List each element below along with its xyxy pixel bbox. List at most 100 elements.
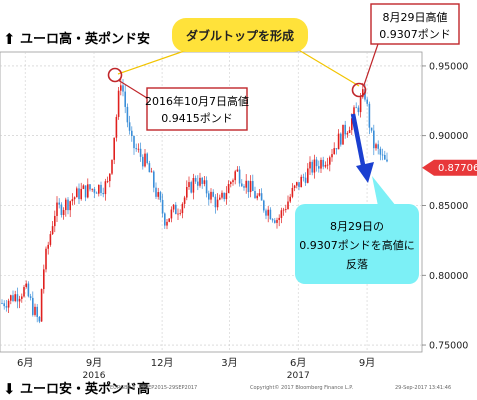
- candle-body: [177, 213, 179, 215]
- x-tick-label: 9月: [359, 357, 375, 369]
- candle-body: [84, 185, 87, 198]
- candle-body: [135, 148, 137, 150]
- candle-body: [38, 316, 41, 322]
- peak-aug-leader: [363, 43, 379, 86]
- peak-oct-leader: [117, 79, 148, 99]
- candle-body: [342, 124, 344, 145]
- candle-body: [51, 226, 54, 235]
- peak-oct-line1: 2016年10月7日高値: [145, 94, 249, 108]
- candle-body: [238, 169, 241, 184]
- candle-body: [124, 91, 126, 107]
- candle-body: [384, 154, 386, 160]
- last-price-tag: 0.87706: [422, 159, 477, 176]
- peak-oct-marker: [107, 67, 123, 83]
- candle-body: [117, 90, 120, 117]
- x-year-label: 2016: [83, 371, 106, 381]
- candle-body: [304, 177, 307, 183]
- y-axis: 0.95000 0.90000 0.85000 0.80000 0.75000: [422, 61, 468, 352]
- candle-body: [73, 197, 76, 200]
- candle-body: [326, 164, 329, 166]
- candle-body: [232, 180, 234, 183]
- candle-body: [113, 137, 115, 160]
- candle-body: [223, 192, 225, 200]
- candle-body: [159, 192, 162, 200]
- candle-body: [210, 191, 212, 200]
- candlestick-series: [1, 79, 388, 324]
- candle-body: [225, 192, 228, 200]
- candle-body: [62, 210, 65, 215]
- peak-aug-line2: 0.9307ポンド: [379, 28, 451, 41]
- candle-body: [23, 287, 25, 297]
- candle-body: [289, 196, 291, 202]
- candle-body: [164, 213, 166, 226]
- x-tick-label: 3月: [221, 357, 237, 369]
- y-tick-label: 0.75000: [429, 341, 468, 352]
- candle-body: [199, 177, 201, 186]
- last-price-value: 0.87706: [438, 163, 477, 174]
- candle-body: [373, 130, 375, 149]
- candle-body: [302, 176, 305, 178]
- candle-body: [87, 184, 89, 198]
- candle-body: [236, 169, 239, 172]
- candle-body: [318, 166, 320, 169]
- candle-body: [227, 183, 230, 193]
- candle-body: [313, 159, 316, 173]
- candle-body: [243, 186, 245, 188]
- candle-body: [296, 182, 298, 186]
- candle-body: [368, 103, 371, 128]
- y-tick-label: 0.90000: [429, 131, 468, 142]
- candle-body: [258, 193, 261, 196]
- candle-body: [21, 296, 23, 299]
- candle-body: [18, 298, 21, 302]
- candle-body: [10, 295, 12, 301]
- candle-body: [315, 159, 318, 167]
- candle-body: [58, 202, 60, 205]
- candle-body: [212, 191, 214, 197]
- x-tick-label: 6月: [17, 357, 33, 369]
- candle-body: [381, 154, 384, 156]
- candle-body: [166, 221, 168, 226]
- candle-body: [106, 181, 109, 182]
- candle-body: [168, 218, 170, 222]
- candle-body: [102, 192, 104, 195]
- y-tick-label: 0.95000: [429, 61, 468, 72]
- candle-body: [324, 165, 327, 167]
- candle-body: [188, 182, 190, 187]
- candle-body: [65, 199, 67, 211]
- candle-body: [346, 132, 349, 135]
- candle-body: [335, 148, 338, 150]
- candle-body: [351, 118, 353, 131]
- candle-body: [76, 188, 78, 198]
- candle-body: [201, 177, 203, 184]
- candle-body: [271, 219, 274, 221]
- candle-body: [230, 182, 232, 184]
- candle-body: [249, 181, 252, 193]
- reversal-arrow-icon: [356, 162, 374, 183]
- candle-body: [104, 181, 107, 195]
- candle-body: [71, 199, 74, 202]
- candle-body: [329, 157, 331, 165]
- reversal-line2: 0.9307ポンドを高値に: [299, 238, 415, 252]
- candle-body: [175, 204, 177, 215]
- x-tick-label: 6月: [290, 357, 306, 369]
- candle-body: [34, 306, 36, 315]
- candle-body: [100, 184, 102, 193]
- peak-oct-box: [146, 87, 248, 131]
- candle-body: [40, 289, 43, 322]
- candle-body: [67, 199, 69, 211]
- bottom-direction-label: ユーロ安・英ポンド高: [20, 381, 150, 397]
- candle-body: [285, 209, 287, 210]
- candle-body: [234, 171, 236, 181]
- candle-body: [353, 107, 355, 119]
- candle-body: [322, 159, 324, 167]
- x-year-label: 2017: [287, 371, 310, 381]
- candle-body: [377, 144, 379, 149]
- reversal-line3: 反落: [346, 258, 368, 271]
- candle-body: [280, 210, 283, 218]
- candle-body: [93, 188, 96, 193]
- candle-body: [14, 294, 16, 301]
- peak-aug-marker: [351, 82, 367, 98]
- candle-body: [36, 306, 38, 317]
- candle-body: [254, 191, 256, 199]
- x-axis: 6月 9月 12月 3月 6月 9月 2016 2017: [17, 357, 375, 381]
